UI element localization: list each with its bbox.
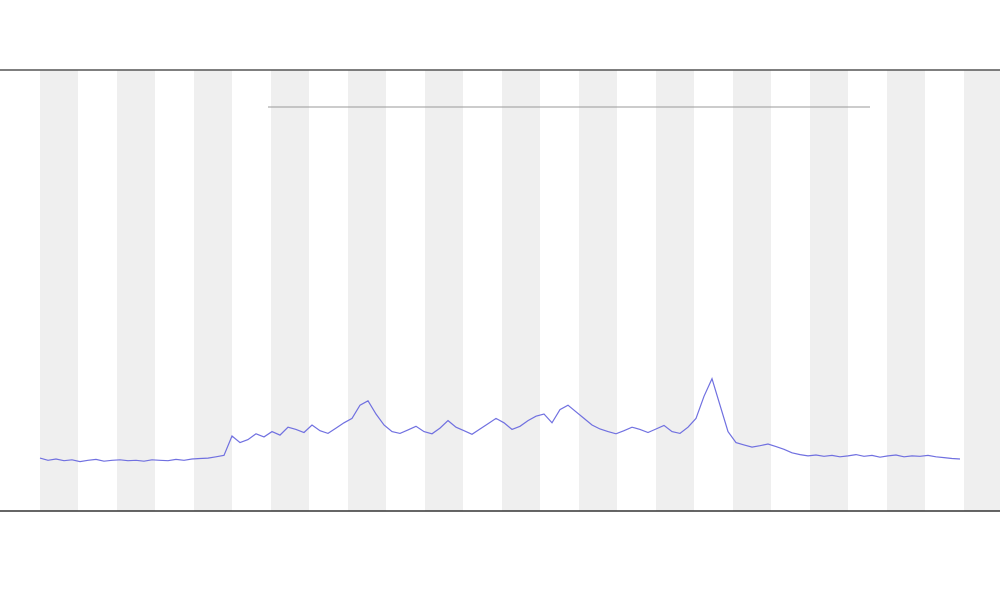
shade-band bbox=[656, 70, 694, 511]
shade-band bbox=[348, 70, 386, 511]
shade-band bbox=[579, 70, 617, 511]
shade-band bbox=[117, 70, 155, 511]
shade-band bbox=[40, 70, 78, 511]
shade-band bbox=[425, 70, 463, 511]
background-bands bbox=[40, 70, 1000, 511]
shade-band bbox=[964, 70, 1000, 511]
shade-band bbox=[271, 70, 309, 511]
shade-band bbox=[502, 70, 540, 511]
shade-band bbox=[194, 70, 232, 511]
shade-band bbox=[810, 70, 848, 511]
shade-band bbox=[887, 70, 925, 511]
data-line bbox=[39, 377, 961, 463]
shade-band bbox=[733, 70, 771, 511]
